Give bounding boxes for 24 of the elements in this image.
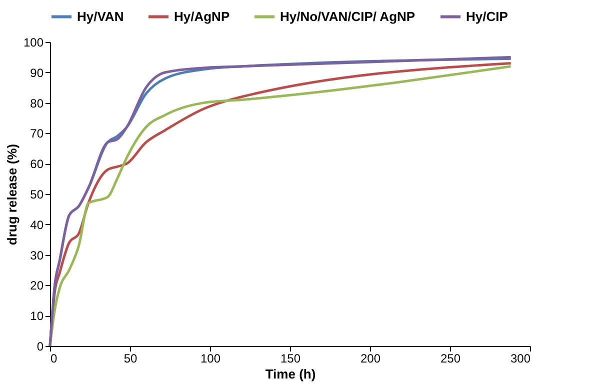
- y-tick-label: 100: [23, 36, 44, 50]
- y-tick-label: 0: [36, 340, 44, 354]
- x-tick-label: 200: [360, 352, 381, 366]
- y-tick-label: 70: [30, 126, 44, 141]
- y-tick-label: 30: [30, 248, 44, 262]
- x-tick-label: 100: [200, 352, 221, 366]
- y-axis-title: drug release (%): [4, 144, 20, 246]
- y-tick-label: 50: [30, 188, 44, 202]
- y-tick-label: 20: [30, 278, 44, 293]
- legend-label: Hy/No/VAN/CIP/ AgNP: [280, 8, 416, 24]
- legend-label: Hy/CIP: [466, 8, 508, 24]
- x-tick-label: 150: [280, 352, 301, 366]
- x-axis-title: Time (h): [265, 366, 316, 382]
- x-tick-label: 300: [510, 352, 531, 366]
- y-tick-label: 40: [30, 218, 44, 232]
- x-tick-label: 250: [440, 352, 461, 366]
- y-tick-label: 90: [30, 66, 44, 80]
- y-tick-label: 80: [30, 96, 44, 110]
- y-tick-label: 60: [30, 157, 44, 172]
- y-tick-label: 10: [30, 309, 44, 324]
- legend-label: Hy/VAN: [77, 8, 124, 24]
- x-tick-label: 50: [124, 352, 138, 366]
- x-tick-label: 0: [50, 352, 58, 366]
- legend-label: Hy/AgNP: [174, 8, 230, 24]
